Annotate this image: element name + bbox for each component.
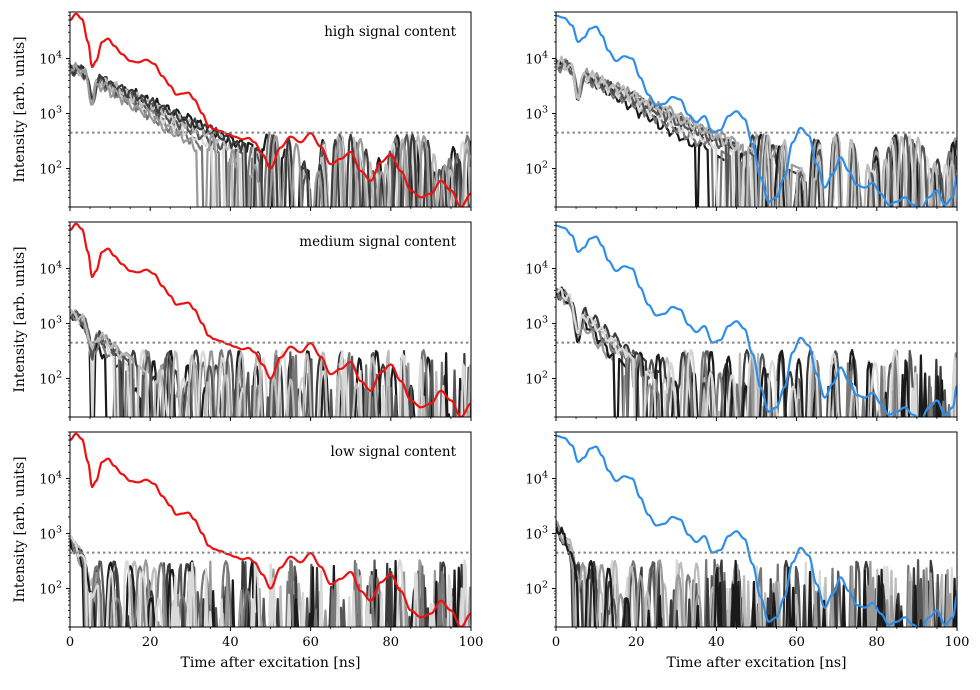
plot-area <box>556 14 957 207</box>
blue-reference-curve <box>556 434 957 627</box>
gray-trace <box>70 309 467 417</box>
panel-medium-right: 102 103 104 <box>525 221 958 421</box>
x-tick-label: 60 <box>788 635 805 650</box>
panel-title: medium signal content <box>299 234 456 250</box>
y-tick-label: 103 <box>525 315 548 333</box>
gray-trace <box>556 286 945 417</box>
y-tick-label: 104 <box>39 49 62 67</box>
y-tick-label: 103 <box>39 525 62 543</box>
y-tick-label: 102 <box>525 160 548 178</box>
x-tick-label: 20 <box>142 635 159 650</box>
y-tick-label: 103 <box>525 525 548 543</box>
plot-area <box>556 224 957 417</box>
gray-trace <box>556 287 957 417</box>
y-tick-label: 104 <box>525 469 548 487</box>
panel-low-left: 0 20 40 60 80 100 102 103 104 low signal content I… <box>12 431 484 671</box>
plot-area <box>70 222 471 417</box>
panel-high-left: 102 103 104 high signal content Intensity [a… <box>12 11 472 211</box>
blue-reference-curve <box>556 224 957 417</box>
x-tick-label: 20 <box>628 635 645 650</box>
x-tick-label: 100 <box>945 635 970 650</box>
y-tick-label: 103 <box>525 105 548 123</box>
plot-area <box>70 432 471 627</box>
x-tick-label: 80 <box>869 635 886 650</box>
gray-trace <box>70 535 469 627</box>
gray-trace <box>70 309 464 417</box>
y-tick-label: 102 <box>39 580 62 598</box>
gray-trace <box>70 309 463 417</box>
plot-area <box>556 434 957 627</box>
panel-low-right: 0 20 40 60 80 100 102 103 104 Time after excitati… <box>525 431 970 671</box>
red-reference-curve <box>70 432 471 627</box>
x-tick-label: 100 <box>459 635 484 650</box>
y-tick-label: 104 <box>525 259 548 277</box>
gray-trace <box>556 520 953 627</box>
red-reference-curve <box>70 222 471 417</box>
x-tick-label: 60 <box>302 635 319 650</box>
x-tick-label: 0 <box>66 635 74 650</box>
gray-trace <box>70 310 460 417</box>
y-tick-label: 102 <box>39 160 62 178</box>
y-tick-label: 104 <box>39 259 62 277</box>
gray-trace <box>556 287 951 417</box>
y-axis-label: Intensity [arb. units] <box>12 36 28 182</box>
gray-trace <box>70 541 471 627</box>
y-axis-label: Intensity [arb. units] <box>12 246 28 392</box>
x-tick-label: 0 <box>552 635 560 650</box>
y-tick-label: 102 <box>525 580 548 598</box>
x-axis-label: Time after excitation [ns] <box>666 655 846 671</box>
blue-reference-curve <box>556 14 957 207</box>
red-reference-curve <box>70 12 471 207</box>
gray-trace <box>556 522 956 627</box>
x-axis-label: Time after excitation [ns] <box>180 655 360 671</box>
panel-title: low signal content <box>331 444 457 460</box>
x-tick-label: 80 <box>383 635 400 650</box>
x-tick-label: 40 <box>708 635 725 650</box>
y-tick-label: 102 <box>39 370 62 388</box>
panel-high-right: 102 103 104 <box>525 11 958 211</box>
y-axis-label: Intensity [arb. units] <box>12 456 28 602</box>
y-tick-label: 102 <box>525 370 548 388</box>
y-tick-label: 104 <box>39 469 62 487</box>
gray-trace <box>556 58 957 207</box>
panel-medium-left: 102 103 104 medium signal content Intensity … <box>12 221 472 421</box>
y-tick-label: 104 <box>525 49 548 67</box>
gray-trace <box>556 59 955 207</box>
gray-trace <box>556 55 957 207</box>
plot-area <box>70 12 471 207</box>
x-tick-label: 40 <box>222 635 239 650</box>
y-tick-label: 103 <box>39 315 62 333</box>
gray-trace <box>556 287 951 417</box>
panel-title: high signal content <box>324 24 456 40</box>
y-tick-label: 103 <box>39 105 62 123</box>
gray-trace <box>70 61 471 207</box>
